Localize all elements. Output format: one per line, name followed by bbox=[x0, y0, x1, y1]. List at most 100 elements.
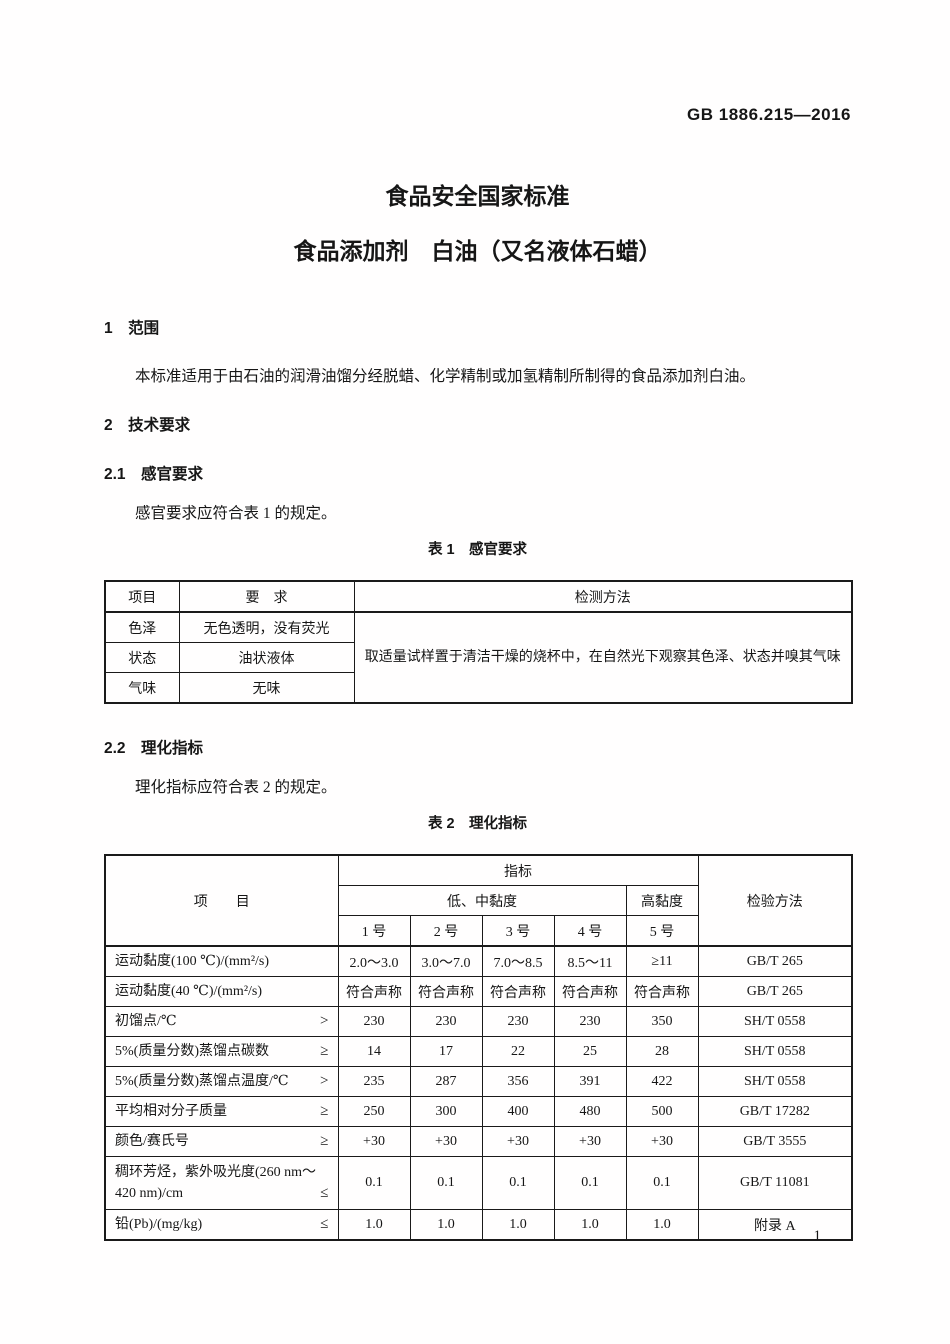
method-cell: 附录 A bbox=[697, 1209, 853, 1241]
item-cell: 气味 bbox=[104, 672, 180, 704]
spec-item-cell: 运动黏度(40 ℃)/(mm²/s) bbox=[104, 976, 339, 1007]
table-header-row: 1 号 2 号 3 号 4 号 5 号 bbox=[105, 915, 852, 947]
value-cell: 287 bbox=[409, 1066, 483, 1097]
column-header-grade-1: 1 号 bbox=[337, 915, 411, 947]
value-cell: 422 bbox=[625, 1066, 699, 1097]
section-2-1-paragraph: 感官要求应符合表 1 的规定。 bbox=[135, 505, 337, 522]
value-cell: 230 bbox=[481, 1006, 555, 1037]
table-1-caption: 表 1 感官要求 bbox=[427, 542, 528, 558]
value-cell: 符合声称 bbox=[337, 976, 411, 1007]
table-row: 颜色/赛氏号 ≥ +30 +30 +30 +30 +30 GB/T 3555 bbox=[104, 1126, 853, 1157]
standard-number: GB 1886.215—2016 bbox=[687, 105, 851, 124]
method-cell: GB/T 265 bbox=[697, 945, 853, 977]
comparison-operator: ≤ bbox=[320, 1185, 329, 1201]
value-cell: +30 bbox=[625, 1126, 699, 1157]
value-cell: 1.0 bbox=[625, 1209, 699, 1241]
value-cell: +30 bbox=[337, 1126, 411, 1157]
requirement-cell: 无味 bbox=[178, 672, 355, 704]
value-cell: 391 bbox=[553, 1066, 627, 1097]
value-cell: 14 bbox=[337, 1036, 411, 1067]
item-cell: 状态 bbox=[104, 642, 180, 673]
table-row: 运动黏度(100 ℃)/(mm²/s) 2.0～3.0 3.0～7.0 7.0～… bbox=[104, 945, 853, 977]
column-header-grade-5: 5 号 bbox=[625, 915, 699, 947]
spec-item-label: 5%(质量分数)蒸馏点温度/℃ bbox=[115, 1074, 289, 1089]
value-cell: 0.1 bbox=[481, 1156, 555, 1210]
method-cell: SH/T 0558 bbox=[697, 1006, 853, 1037]
column-header-low-mid-viscosity: 低、中黏度 bbox=[337, 885, 627, 916]
value-cell: 250 bbox=[337, 1096, 411, 1127]
value-cell: 符合声称 bbox=[553, 976, 627, 1007]
value-cell: 356 bbox=[481, 1066, 555, 1097]
spec-item-label: 初馏点/℃ bbox=[115, 1014, 177, 1029]
spec-item-cell: 5%(质量分数)蒸馏点碳数 ≥ bbox=[104, 1036, 339, 1067]
table-row: 平均相对分子质量 ≥ 250 300 400 480 500 GB/T 17282 bbox=[104, 1096, 853, 1127]
spec-item-label: 5%(质量分数)蒸馏点碳数 bbox=[115, 1044, 269, 1059]
standard-title-line1: 食品安全国家标准 bbox=[385, 183, 570, 209]
requirement-cell: 油状液体 bbox=[178, 642, 355, 673]
section-1-paragraph: 本标准适用于由石油的润滑油馏分经脱蜡、化学精制或加氢精制所制得的食品添加剂白油。 bbox=[135, 368, 756, 385]
value-cell: 0.1 bbox=[409, 1156, 483, 1210]
value-cell: 8.5～11 bbox=[553, 945, 627, 977]
value-cell: 480 bbox=[553, 1096, 627, 1127]
section-2-heading: 2 技术要求 bbox=[104, 417, 191, 434]
spec-item-cell: 初馏点/℃ > bbox=[104, 1006, 339, 1037]
value-cell: 符合声称 bbox=[625, 976, 699, 1007]
column-header-method: 检测方法 bbox=[353, 580, 853, 613]
column-header-method: 检验方法 bbox=[697, 854, 853, 947]
spec-item-label: 平均相对分子质量 bbox=[115, 1104, 227, 1119]
item-cell: 色泽 bbox=[104, 611, 180, 643]
table-row: 气味 无味 bbox=[104, 672, 852, 704]
value-cell: 300 bbox=[409, 1096, 483, 1127]
section-2-1-heading: 2.1 感官要求 bbox=[104, 466, 204, 483]
table-header-row: 项 目 指标 检验方法 bbox=[104, 854, 853, 947]
requirement-cell: 无色透明，没有荧光 bbox=[178, 611, 355, 643]
spec-item-cell: 平均相对分子质量 ≥ bbox=[104, 1096, 339, 1127]
comparison-operator: > bbox=[320, 1073, 329, 1089]
value-cell: 230 bbox=[337, 1006, 411, 1037]
spec-item-cell: 铅(Pb)/(mg/kg) ≤ bbox=[104, 1209, 339, 1241]
column-header-item: 项目 bbox=[104, 580, 180, 613]
value-cell: 符合声称 bbox=[481, 976, 555, 1007]
table-row: 5%(质量分数)蒸馏点温度/℃ > 235 287 356 391 422 SH/… bbox=[104, 1066, 853, 1097]
method-cell: SH/T 0558 bbox=[697, 1036, 853, 1067]
comparison-operator: ≤ bbox=[320, 1216, 329, 1232]
table-row: 铅(Pb)/(mg/kg) ≤ 1.0 1.0 1.0 1.0 1.0 附录 A bbox=[104, 1209, 853, 1241]
value-cell: 1.0 bbox=[481, 1209, 555, 1241]
value-cell: 符合声称 bbox=[409, 976, 483, 1007]
column-header-indicator: 指标 bbox=[337, 854, 699, 886]
table-header-row: 项目 要 求 检测方法 bbox=[104, 580, 853, 613]
value-cell: 0.1 bbox=[337, 1156, 411, 1210]
value-cell: 7.0～8.5 bbox=[481, 945, 555, 977]
value-cell: 22 bbox=[481, 1036, 555, 1067]
column-header-high-viscosity: 高黏度 bbox=[625, 885, 699, 916]
table-2-physicochemical-indicators: 项 目 指标 检验方法 低、中黏度 高黏度 1 号 2 号 3 号 4 号 5 … bbox=[104, 854, 854, 1241]
value-cell: +30 bbox=[409, 1126, 483, 1157]
value-cell: ≥11 bbox=[625, 945, 699, 977]
section-2-2-paragraph: 理化指标应符合表 2 的规定。 bbox=[135, 779, 337, 796]
method-cell: GB/T 265 bbox=[697, 976, 853, 1007]
table-row: 5%(质量分数)蒸馏点碳数 ≥ 14 17 22 25 28 SH/T 0558 bbox=[104, 1036, 853, 1067]
value-cell: 17 bbox=[409, 1036, 483, 1067]
spec-item-label: 铅(Pb)/(mg/kg) bbox=[115, 1217, 203, 1232]
comparison-operator: ≥ bbox=[320, 1133, 329, 1149]
table-row: 状态 油状液体 bbox=[104, 642, 852, 673]
column-header-grade-4: 4 号 bbox=[553, 915, 627, 947]
value-cell: 230 bbox=[409, 1006, 483, 1037]
table-2-caption: 表 2 理化指标 bbox=[427, 816, 528, 832]
comparison-operator: > bbox=[320, 1013, 329, 1029]
value-cell: 1.0 bbox=[409, 1209, 483, 1241]
section-2-2-heading: 2.2 理化指标 bbox=[104, 740, 204, 757]
value-cell: 3.0～7.0 bbox=[409, 945, 483, 977]
value-cell: 400 bbox=[481, 1096, 555, 1127]
value-cell: 25 bbox=[553, 1036, 627, 1067]
column-header-requirement: 要 求 bbox=[178, 580, 355, 613]
method-cell: GB/T 11081 bbox=[697, 1156, 853, 1210]
value-cell: 0.1 bbox=[553, 1156, 627, 1210]
value-cell: 230 bbox=[553, 1006, 627, 1037]
comparison-operator: ≥ bbox=[320, 1043, 329, 1059]
table-row: 初馏点/℃ > 230 230 230 230 350 SH/T 0558 bbox=[104, 1006, 853, 1037]
table-row: 稠环芳烃，紫外吸光度(260 nm～420 nm)/cm ≤ 0.1 0.1 0.… bbox=[104, 1156, 853, 1210]
spec-item-cell: 5%(质量分数)蒸馏点温度/℃ > bbox=[104, 1066, 339, 1097]
spec-item-label: 运动黏度(40 ℃)/(mm²/s) bbox=[115, 984, 263, 999]
